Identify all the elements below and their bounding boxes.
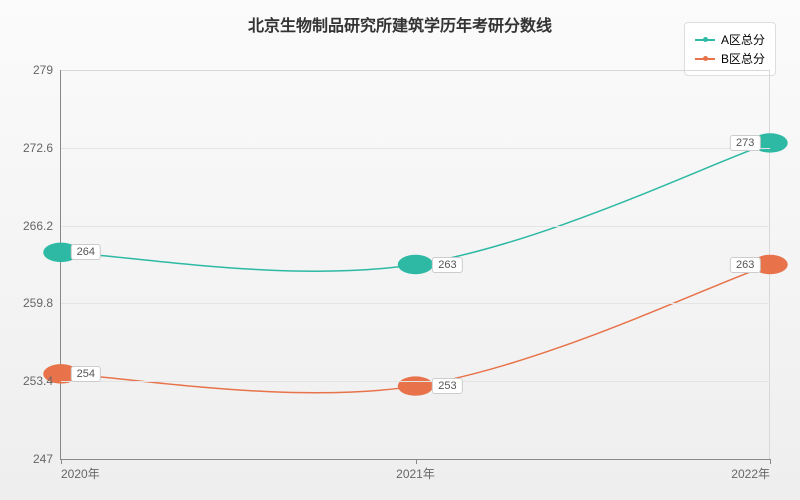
y-tick-label: 266.2 [23,219,61,233]
x-tick-mark [416,459,417,464]
series-point [398,376,433,395]
plot-area: 247253.4259.8266.2272.62792020年2021年2022… [60,70,770,460]
data-label: 254 [71,366,101,382]
series-line-0 [61,143,770,271]
data-label: 273 [730,135,760,151]
gridline [61,303,770,304]
data-label: 263 [432,257,462,273]
gridline [61,381,770,382]
series-point [398,255,433,274]
y-tick-label: 259.8 [23,296,61,310]
gridline [61,226,770,227]
data-label: 264 [71,244,101,260]
data-label: 253 [432,378,462,394]
y-tick-label: 272.6 [23,141,61,155]
legend-swatch-b [695,58,715,60]
y-tick-label: 253.4 [23,374,61,388]
x-tick-mark [770,459,771,464]
y-tick-label: 279 [33,63,61,77]
chart-svg [61,70,770,459]
x-tick-mark [61,459,62,464]
legend-item-a: A区总分 [695,31,765,48]
legend-item-b: B区总分 [695,50,765,67]
chart-title: 北京生物制品研究所建筑学历年考研分数线 [0,12,800,36]
legend-label-a: A区总分 [721,31,765,48]
chart-container: 北京生物制品研究所建筑学历年考研分数线 A区总分 B区总分 247253.425… [0,0,800,500]
x-tick-label: 2020年 [61,459,100,482]
legend-label-b: B区总分 [721,50,765,67]
x-tick-label: 2022年 [731,459,770,482]
series-line-1 [61,265,770,393]
gridline [61,148,770,149]
legend-swatch-a [695,39,715,41]
legend: A区总分 B区总分 [684,22,776,76]
data-label: 263 [730,257,760,273]
y-tick-label: 247 [33,452,61,466]
